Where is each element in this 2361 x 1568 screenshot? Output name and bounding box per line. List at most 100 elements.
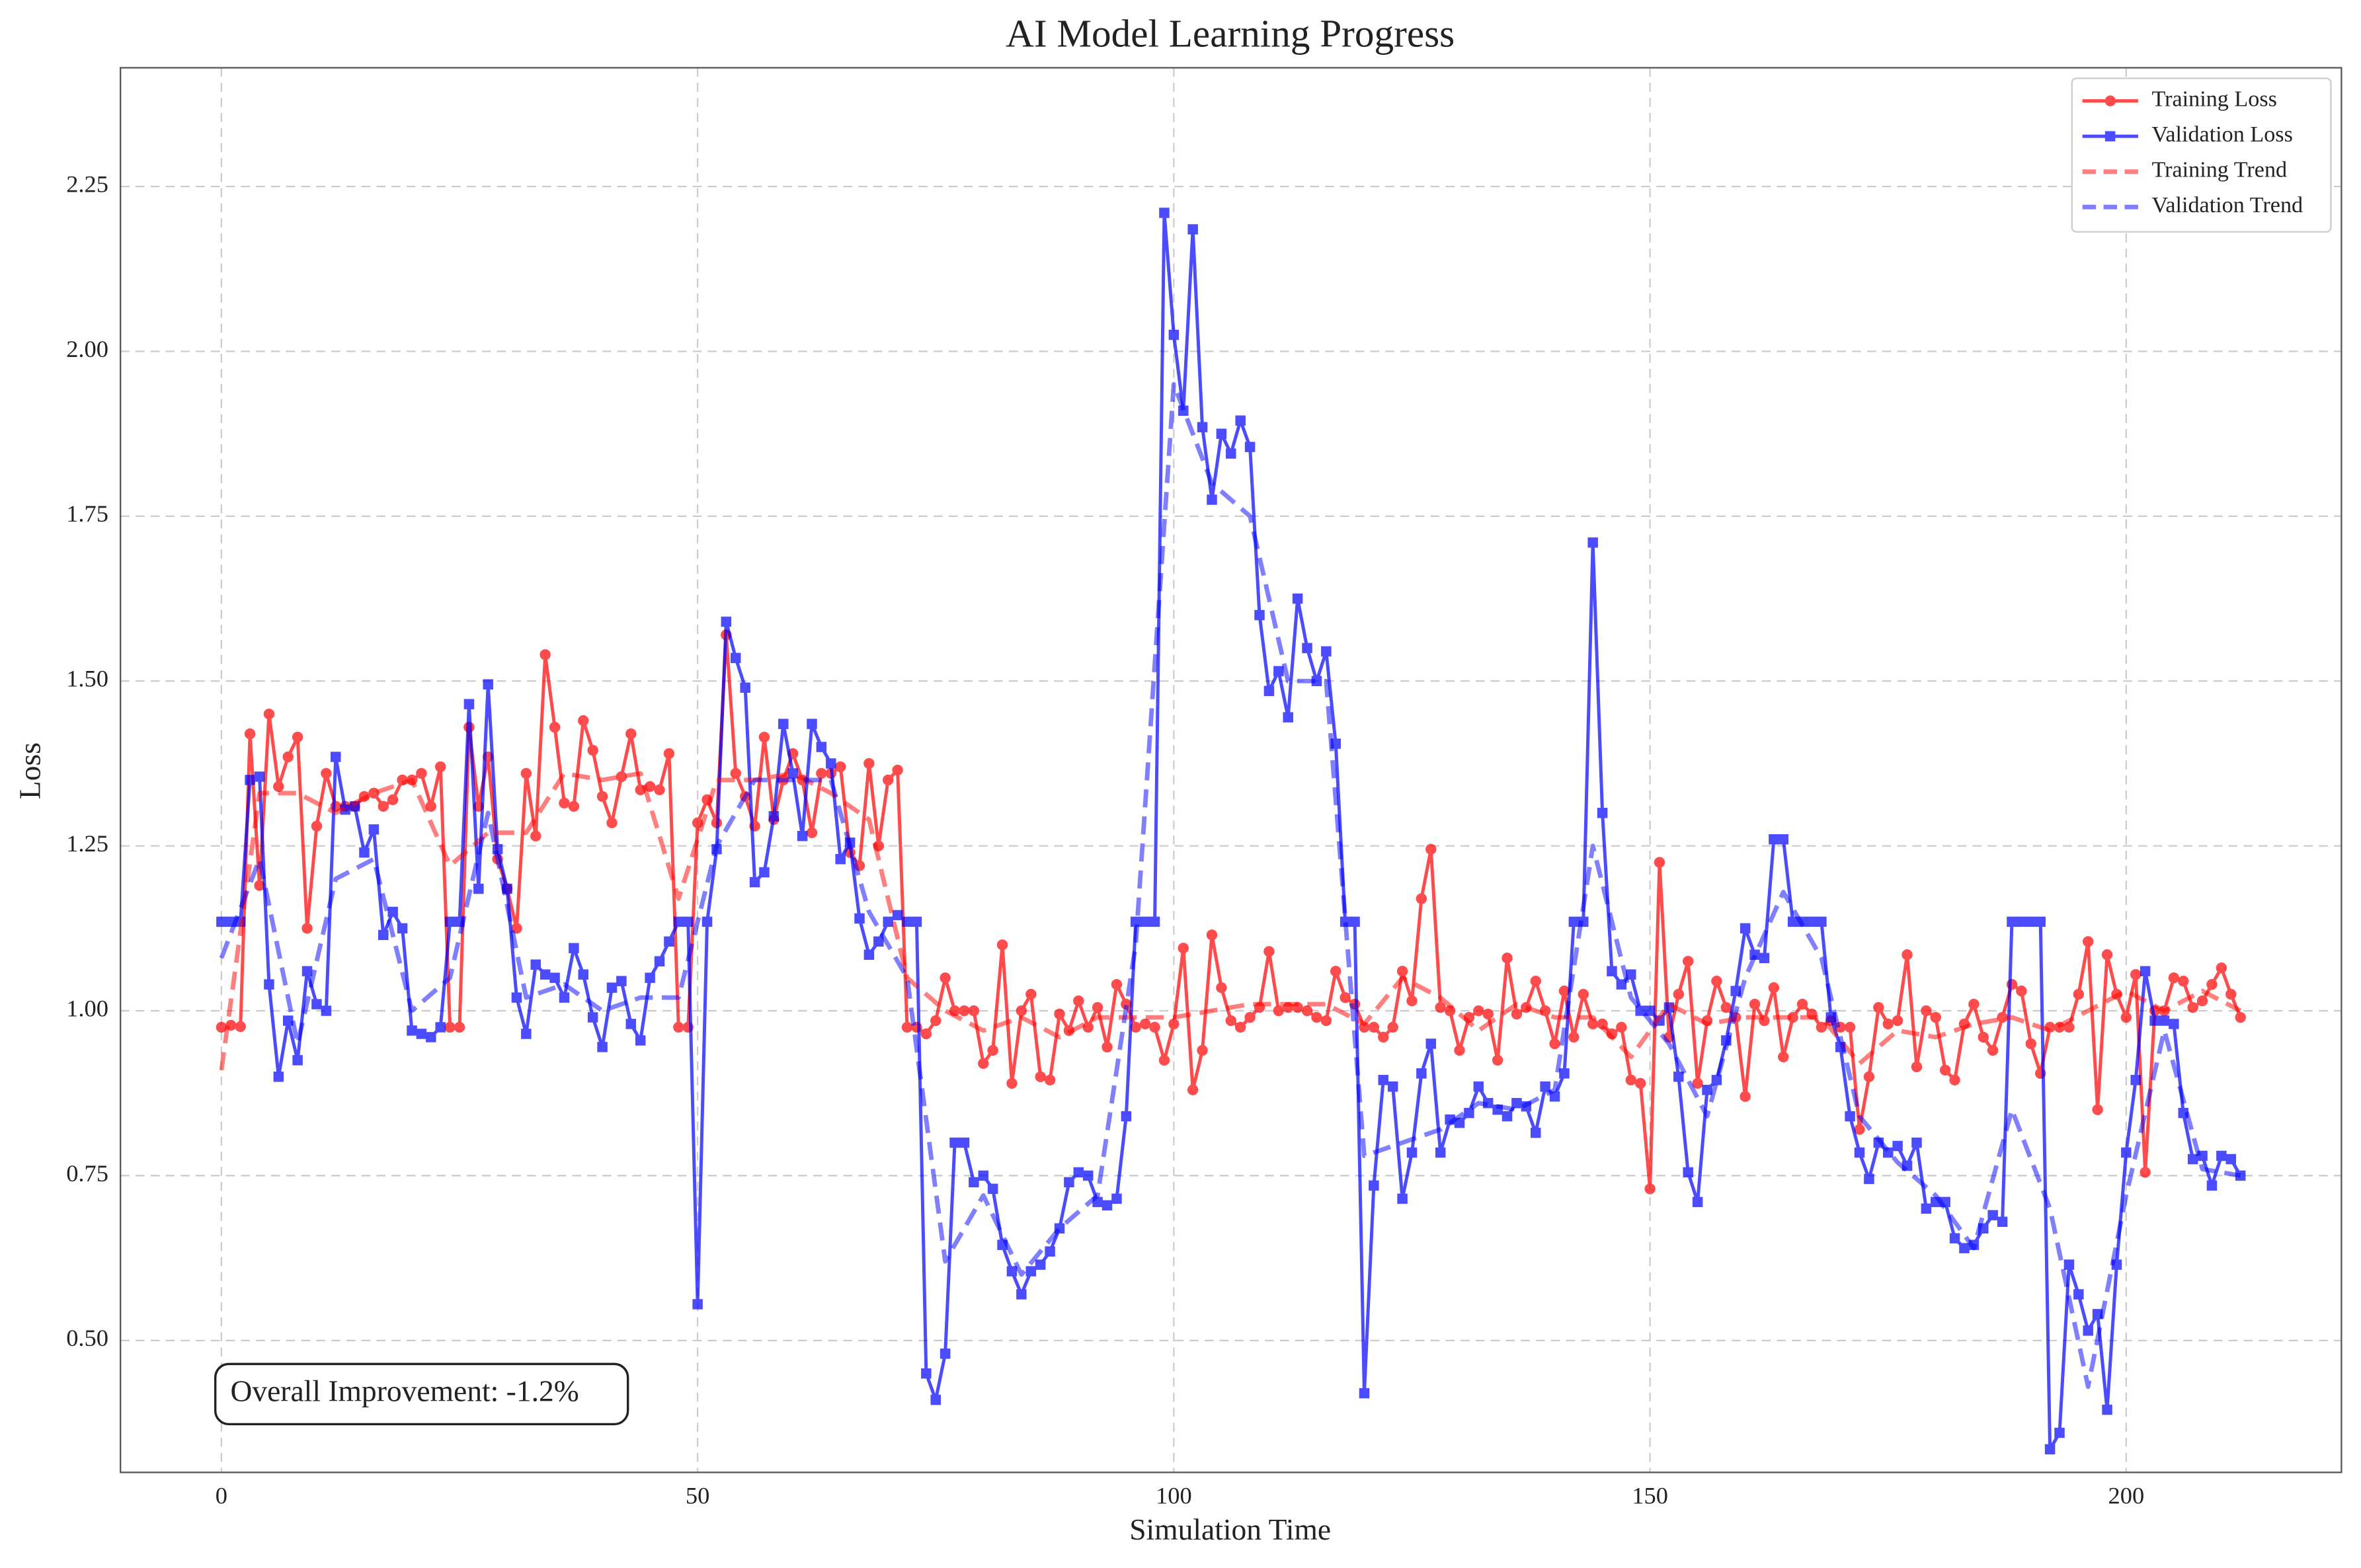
point [1406, 1147, 1418, 1158]
point [483, 679, 493, 689]
point [2083, 936, 2094, 947]
point [1139, 1018, 1151, 1030]
series [219, 381, 2241, 1390]
point [1511, 1008, 1523, 1020]
point [673, 916, 684, 927]
series [216, 208, 2246, 1455]
point [2016, 985, 2027, 997]
point [1263, 686, 1275, 696]
point [263, 708, 275, 720]
point [1349, 916, 1360, 927]
point [530, 959, 541, 970]
point [1273, 1005, 1285, 1017]
point [292, 1055, 303, 1066]
point [645, 972, 655, 983]
point [1616, 1021, 1627, 1033]
point [664, 936, 674, 947]
point [1939, 1064, 1951, 1076]
point [2168, 972, 2180, 984]
point [1778, 834, 1789, 845]
point [987, 1183, 998, 1195]
point [1711, 1075, 1722, 1085]
point [273, 1072, 284, 1082]
point [863, 949, 875, 960]
point [1016, 1289, 1027, 1300]
point [1159, 208, 1170, 218]
point [2073, 988, 2085, 1000]
point [1225, 1015, 1236, 1027]
legend-label: Training Loss [2151, 87, 2276, 111]
point [930, 1015, 941, 1027]
point [1692, 1196, 1703, 1208]
point [1607, 966, 1617, 976]
point [987, 1044, 998, 1056]
point [597, 1042, 608, 1052]
point [730, 767, 741, 779]
point [1130, 1021, 1141, 1033]
point [1263, 946, 1275, 957]
point [596, 791, 608, 803]
point [682, 916, 694, 927]
point [587, 1012, 598, 1023]
point [1778, 1051, 1789, 1063]
point [1997, 1011, 2008, 1023]
point [1149, 916, 1160, 927]
point [826, 758, 836, 769]
point [1073, 995, 1084, 1007]
point [282, 1015, 294, 1026]
point [616, 771, 627, 783]
point [2054, 1427, 2065, 1438]
point [1558, 985, 1570, 997]
point [1892, 1140, 1903, 1152]
point [1311, 676, 1322, 687]
legend-box [2071, 77, 2332, 233]
point [1473, 1005, 1484, 1017]
point [1882, 1018, 1894, 1030]
point [1234, 1021, 1246, 1033]
point [1597, 808, 1608, 818]
point [416, 1029, 427, 1039]
point [1473, 1081, 1484, 1092]
point [1283, 712, 1293, 723]
point [1006, 1078, 1018, 1089]
point [1864, 1173, 1874, 1185]
point [301, 923, 313, 934]
point [2206, 978, 2218, 990]
point [1397, 1193, 1408, 1204]
x-tick-label: 0 [216, 1482, 227, 1509]
point [520, 767, 532, 779]
point [663, 748, 675, 760]
point [292, 731, 303, 743]
point [2225, 988, 2237, 1000]
point [1444, 1005, 1456, 1017]
point [930, 1394, 941, 1405]
point [2044, 1444, 2056, 1455]
point [883, 916, 893, 927]
point [1273, 666, 1284, 677]
point [559, 992, 570, 1003]
point [1749, 998, 1761, 1010]
point [1149, 1021, 1160, 1033]
point [2149, 1015, 2160, 1026]
point [2178, 975, 2189, 987]
point [2073, 1289, 2084, 1300]
point [1168, 1018, 1180, 1030]
point [1531, 1127, 1541, 1138]
point [1387, 1021, 1398, 1033]
point [606, 817, 618, 828]
point [1111, 978, 1123, 990]
point [1987, 1044, 1999, 1056]
y-axis-label: Loss [13, 742, 47, 799]
point [1311, 1011, 1322, 1023]
legend-label: Validation Trend [2151, 193, 2303, 217]
point [578, 715, 589, 726]
point [330, 752, 341, 762]
point [1587, 537, 1598, 548]
point [1921, 1005, 1932, 1017]
point [1644, 1183, 1656, 1195]
point [1796, 998, 1808, 1010]
point [1625, 1074, 1636, 1085]
point [1501, 953, 1513, 964]
point [1949, 1233, 1960, 1243]
y-tick-label: 0.50 [66, 1325, 108, 1351]
